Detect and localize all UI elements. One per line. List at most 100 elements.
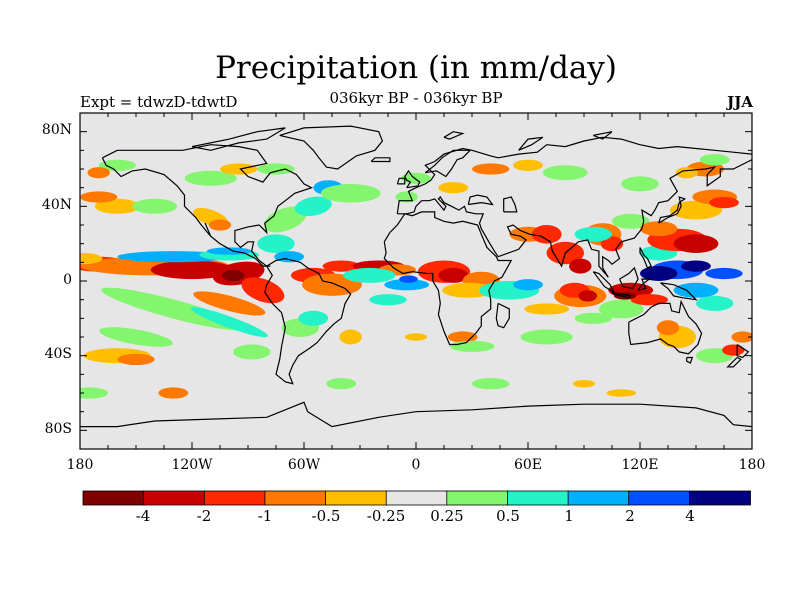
precip-anomaly-region — [257, 234, 295, 253]
coastline — [424, 149, 472, 178]
coastline — [726, 356, 742, 368]
precip-anomaly-region — [241, 277, 285, 304]
precip-anomaly-region — [578, 290, 597, 302]
colorbar-swatch — [689, 490, 751, 506]
precip-anomaly-region — [80, 387, 108, 399]
coastline — [736, 343, 750, 359]
y-tick-label: 0 — [63, 272, 72, 288]
colorbar-label: -1 — [257, 507, 273, 525]
precip-anomaly-region — [673, 234, 719, 253]
precip-anomaly-region — [294, 196, 332, 217]
precip-anomaly-region — [531, 225, 562, 244]
coastline — [611, 291, 632, 299]
colorbar-label: 0.25 — [430, 507, 464, 525]
precip-anomaly-region — [442, 282, 495, 298]
precip-anomaly-region — [696, 295, 734, 311]
colorbar-label: -2 — [196, 507, 212, 525]
precip-anomaly-region — [612, 213, 650, 229]
coastlines — [80, 125, 752, 428]
x-tick-label: 60E — [513, 457, 543, 473]
y-tick-label: 80N — [41, 122, 72, 138]
precip-anomaly-region — [438, 267, 469, 283]
coastline — [592, 271, 616, 294]
precip-anomaly-region — [640, 221, 678, 237]
coastline — [593, 131, 613, 140]
coastline — [279, 125, 384, 170]
precip-anomaly-region — [221, 269, 245, 281]
colorbar-label: 2 — [625, 507, 635, 525]
coastline — [628, 299, 703, 355]
precip-anomaly-region — [132, 198, 178, 214]
x-tick-label: 0 — [411, 457, 421, 473]
colorbar-swatch — [628, 490, 691, 506]
precip-anomaly-region — [184, 170, 237, 186]
coastline — [686, 356, 694, 364]
precip-anomaly-region — [94, 198, 140, 214]
precip-anomaly-region — [80, 191, 118, 203]
precip-anomaly-region — [326, 378, 357, 390]
x-tick-label: 180 — [738, 457, 766, 473]
precip-anomaly-region — [80, 253, 103, 265]
chart-title: Precipitation (in mm/day) — [215, 50, 617, 86]
precip-anomaly-region — [681, 260, 711, 272]
coastline — [404, 169, 421, 189]
coastline — [660, 282, 698, 301]
colorbar-label: 0.5 — [496, 507, 520, 525]
precip-anomaly-region — [472, 163, 510, 175]
precip-anomaly-region — [404, 333, 428, 341]
precip-anomaly-region — [99, 327, 173, 347]
chart-subtitle: 036kyr BP - 036kyr BP — [329, 89, 503, 107]
x-tick-label: 120E — [621, 457, 659, 473]
colorbar-label: 1 — [564, 507, 574, 525]
coastline — [191, 127, 286, 151]
axis-ticks — [79, 113, 753, 449]
precip-anomaly-region — [87, 167, 110, 179]
precip-anomaly-region — [640, 266, 678, 281]
y-tick-label: 80S — [44, 421, 72, 437]
precip-anomaly-region — [513, 279, 543, 291]
precip-anomaly-region — [322, 260, 360, 272]
colorbar-label: 4 — [685, 507, 695, 525]
precip-anomaly-region — [520, 329, 573, 345]
precip-anomaly-region — [220, 163, 258, 175]
precip-anomaly-region — [731, 331, 752, 343]
precip-anomaly-region — [449, 340, 495, 352]
precip-anomaly-region — [669, 200, 723, 220]
precip-anomaly-region — [257, 163, 295, 175]
precip-anomaly-region — [150, 260, 234, 280]
coastline — [639, 247, 653, 269]
colorbar-label: -4 — [135, 507, 151, 525]
season-label: JJA — [727, 93, 753, 111]
colorbar-swatch — [264, 490, 327, 506]
precip-anomaly-region — [117, 353, 155, 365]
coastline — [80, 401, 752, 428]
precip-anomaly-region — [193, 291, 266, 316]
colorbar-swatch — [203, 490, 266, 506]
coastline — [658, 196, 687, 224]
colorbar-swatch — [82, 490, 145, 506]
colorbar-swatch — [385, 490, 448, 506]
colorbar-swatch — [325, 490, 387, 506]
precip-anomaly-region — [369, 294, 407, 306]
precip-anomaly-region — [709, 197, 739, 209]
coastline — [383, 211, 513, 346]
coastline — [397, 159, 752, 278]
precip-anomaly-region — [233, 344, 271, 360]
precip-anomaly-region — [621, 176, 659, 192]
precip-anomaly-region — [472, 378, 510, 390]
precip-anomaly-region — [339, 329, 362, 345]
coastline — [370, 157, 391, 163]
coastline — [618, 266, 639, 290]
precip-anomaly-region — [384, 279, 430, 291]
coastline — [396, 177, 406, 185]
precip-anomaly-region — [673, 282, 719, 298]
precip-anomaly-region — [98, 159, 136, 171]
precip-anomaly-region — [190, 307, 268, 338]
colorbar-label: -0.25 — [366, 507, 406, 525]
colorbar-swatch — [567, 490, 630, 506]
precip-anomaly-region — [574, 226, 612, 242]
coastline — [503, 196, 518, 213]
precip-anomaly-region — [705, 267, 743, 280]
precip-anomaly-region — [447, 331, 478, 343]
precip-anomaly-region — [656, 320, 680, 336]
